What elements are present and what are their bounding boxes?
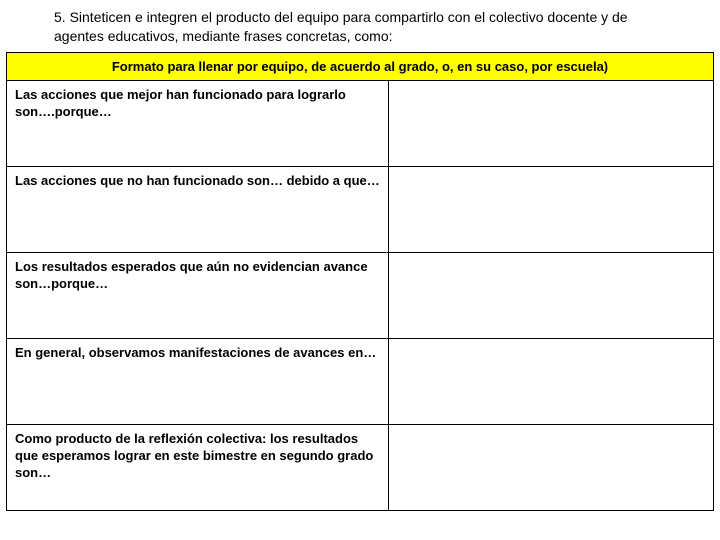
row-label: En general, observamos manifestaciones d… xyxy=(7,338,389,424)
row-input[interactable] xyxy=(388,80,713,166)
row-label: Los resultados esperados que aún no evid… xyxy=(7,252,389,338)
table-row: Las acciones que no han funcionado son… … xyxy=(7,166,714,252)
instruction-text: 5. Sinteticen e integren el producto del… xyxy=(6,8,714,52)
table-row: En general, observamos manifestaciones d… xyxy=(7,338,714,424)
table-row: Los resultados esperados que aún no evid… xyxy=(7,252,714,338)
row-input[interactable] xyxy=(388,252,713,338)
row-label: Las acciones que no han funcionado son… … xyxy=(7,166,389,252)
table-header: Formato para llenar por equipo, de acuer… xyxy=(7,52,714,80)
row-input[interactable] xyxy=(388,338,713,424)
synthesis-table: Formato para llenar por equipo, de acuer… xyxy=(6,52,714,511)
row-input[interactable] xyxy=(388,424,713,510)
row-label: Como producto de la reflexión colectiva:… xyxy=(7,424,389,510)
row-input[interactable] xyxy=(388,166,713,252)
row-label: Las acciones que mejor han funcionado pa… xyxy=(7,80,389,166)
table-row: Como producto de la reflexión colectiva:… xyxy=(7,424,714,510)
table-row: Las acciones que mejor han funcionado pa… xyxy=(7,80,714,166)
